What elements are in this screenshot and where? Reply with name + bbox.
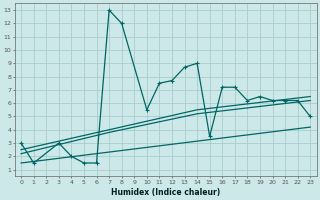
X-axis label: Humidex (Indice chaleur): Humidex (Indice chaleur) [111,188,220,197]
